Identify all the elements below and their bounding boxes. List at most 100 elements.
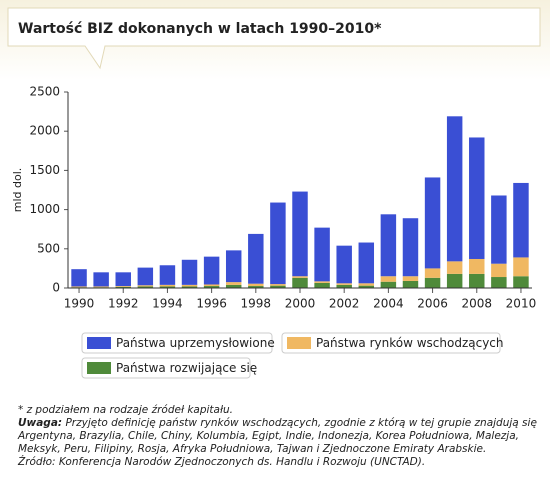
y-tick-label: 1500 [29, 163, 60, 177]
y-tick-label: 1000 [29, 202, 60, 216]
bar [380, 214, 397, 277]
bar [513, 276, 529, 288]
bar [491, 277, 507, 288]
y-tick-label: 500 [37, 241, 60, 255]
bar [424, 277, 441, 288]
legend-box [81, 357, 251, 379]
bar [380, 276, 397, 282]
source-text: Konferencja Narodów Zjednoczonych ds. Ha… [58, 456, 426, 468]
note-label: Uwaga: [18, 417, 63, 429]
x-tick-label: 2008 [461, 297, 492, 311]
bar [137, 286, 154, 288]
bar [491, 195, 507, 264]
bar [270, 285, 286, 288]
bar [115, 272, 131, 287]
legend-label: Państwa rynków wschodzących [316, 336, 504, 350]
legend-label: Państwa uprzemysłowione [116, 336, 275, 350]
chart-title: Wartość BIZ dokonanych w latach 1990–201… [18, 21, 382, 37]
x-tick-label: 2010 [506, 297, 537, 311]
bar [203, 286, 220, 288]
y-axis-label: mld dol. [11, 168, 24, 213]
bar [380, 281, 397, 288]
bar [292, 276, 308, 278]
bar [181, 259, 198, 285]
bar [93, 286, 109, 288]
bar [248, 283, 264, 287]
bar [93, 272, 109, 287]
source-label: Źródło: [18, 456, 56, 468]
footnote: * z podziałem na rodzaje źródeł kapitału… [18, 404, 233, 416]
x-tick-label: 2004 [373, 297, 404, 311]
x-tick-label: 1990 [64, 297, 95, 311]
legend-swatch [87, 362, 111, 374]
bar [314, 281, 330, 283]
source: Źródło: Konferencja Narodów Zjednoczonyc… [18, 456, 538, 469]
legend-box [81, 332, 273, 354]
bar [225, 250, 242, 283]
bar [292, 277, 308, 288]
x-tick-label: 1992 [108, 297, 139, 311]
x-tick-label: 2002 [329, 297, 360, 311]
note: Uwaga: Przyjęto definicję państw rynków … [18, 417, 538, 456]
bar [402, 218, 419, 277]
bar [358, 242, 375, 284]
bar [314, 282, 330, 288]
bar [336, 283, 352, 285]
bar [270, 284, 286, 286]
bar [270, 202, 286, 285]
bar [159, 265, 176, 285]
bar [159, 284, 176, 287]
bar [336, 284, 352, 288]
bar [336, 245, 352, 284]
y-tick-label: 2500 [29, 85, 60, 99]
bar [203, 256, 220, 285]
bar [292, 191, 308, 277]
legend-swatch [287, 337, 311, 349]
bar [469, 273, 485, 288]
legend-label: Państwa rozwijające się [116, 361, 257, 375]
bar [402, 280, 419, 288]
y-tick-label: 0 [52, 281, 60, 295]
bar [115, 286, 131, 288]
bar [491, 263, 507, 278]
bar [225, 282, 242, 285]
bar [71, 286, 87, 288]
legend-box [281, 332, 501, 354]
x-tick-label: 1998 [241, 297, 272, 311]
bar [314, 227, 330, 282]
bar [358, 283, 375, 286]
bar [181, 284, 198, 287]
bar [469, 137, 485, 259]
bar [115, 286, 131, 287]
bar [424, 268, 441, 278]
bar [137, 285, 154, 287]
bar [469, 258, 485, 274]
bar [513, 182, 529, 258]
x-tick-label: 1994 [152, 297, 183, 311]
legend-swatch [87, 337, 111, 349]
bar [446, 116, 463, 262]
chart: Wartość BIZ dokonanych w latach 1990–201… [0, 0, 550, 379]
title-box [7, 7, 541, 70]
bar [446, 273, 463, 288]
bar [181, 286, 198, 288]
bar [358, 285, 375, 288]
bar [424, 177, 441, 269]
notes: * z podziałem na rodzaje źródeł kapitału… [18, 404, 538, 469]
bar [159, 286, 176, 288]
bar [446, 261, 463, 274]
y-tick-label: 2000 [29, 124, 60, 138]
x-tick-label: 1996 [196, 297, 227, 311]
bar [248, 233, 264, 284]
bar [402, 276, 419, 281]
bar [71, 269, 87, 287]
x-tick-label: 2000 [285, 297, 316, 311]
bar [203, 284, 220, 287]
note-text: Przyjęto definicję państw rynków wschodz… [18, 417, 537, 455]
bar [137, 267, 154, 286]
x-tick-label: 2006 [417, 297, 448, 311]
bar [225, 284, 242, 288]
bar [248, 286, 264, 288]
bar [513, 257, 529, 277]
